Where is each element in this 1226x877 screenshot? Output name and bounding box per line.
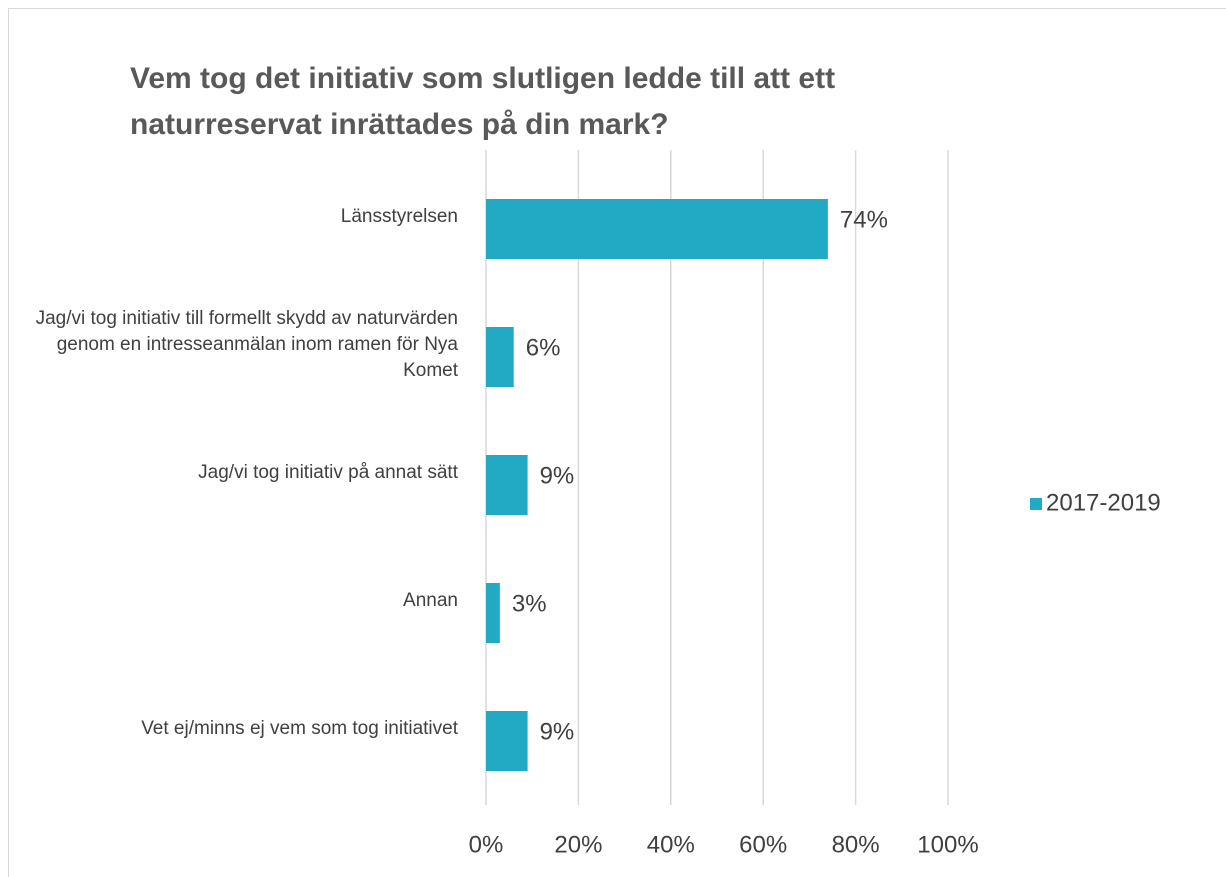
x-tick-label: 40% xyxy=(647,831,695,858)
chart-title: Vem tog det initiativ som slutligen ledd… xyxy=(130,62,836,141)
bar xyxy=(486,327,514,387)
y-tick-label: Jag/vi tog initiativ på annat sätt xyxy=(198,462,458,483)
bar xyxy=(486,455,528,515)
y-tick-label: Annan xyxy=(403,590,458,611)
data-label: 6% xyxy=(526,334,561,361)
x-tick-label: 100% xyxy=(917,831,978,858)
y-tick-label: Jag/vi tog initiativ till formellt skydd… xyxy=(35,308,458,381)
data-label: 3% xyxy=(512,590,547,617)
x-tick-label: 20% xyxy=(554,831,602,858)
bar xyxy=(486,199,828,259)
legend-swatch xyxy=(1030,498,1042,510)
chart-frame xyxy=(8,8,1226,877)
data-label: 9% xyxy=(540,462,575,489)
y-tick-label: Vet ej/minns ej vem som tog initiativet xyxy=(141,718,458,739)
x-tick-label: 60% xyxy=(739,831,787,858)
y-tick-label: Länsstyrelsen xyxy=(340,206,458,227)
bar xyxy=(486,583,500,643)
data-label: 74% xyxy=(840,206,888,233)
data-label: 9% xyxy=(540,718,575,745)
x-tick-label: 80% xyxy=(832,831,880,858)
legend-label: 2017-2019 xyxy=(1046,489,1161,516)
x-tick-label: 0% xyxy=(469,831,504,858)
bar xyxy=(486,711,528,771)
